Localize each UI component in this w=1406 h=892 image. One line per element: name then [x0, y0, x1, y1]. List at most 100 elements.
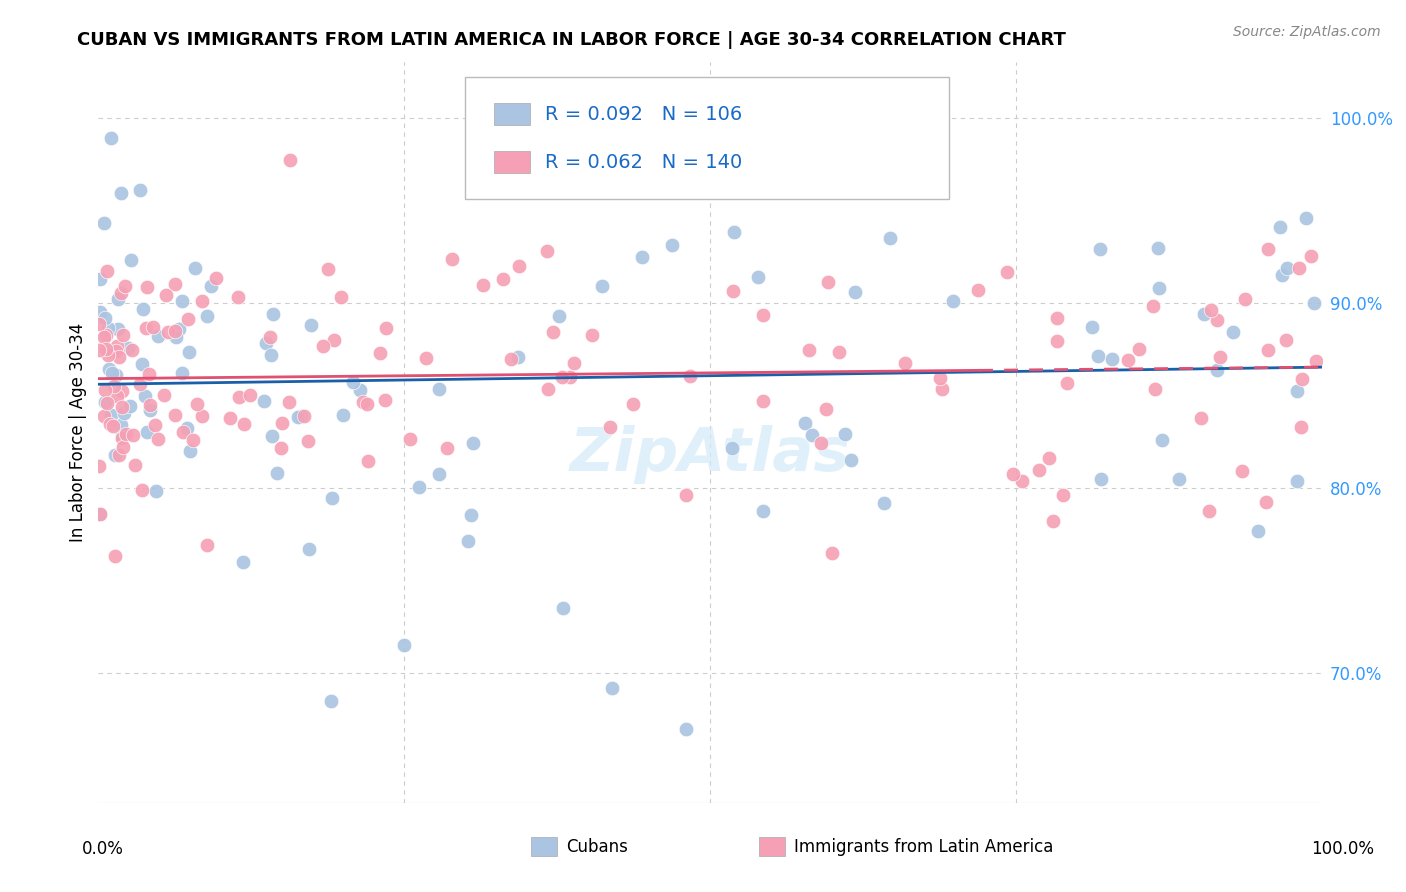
Point [132, 302, 155, 317]
Point [260, 348, 283, 362]
Bar [494, 103, 530, 126]
Point [110, 417, 132, 432]
Point [146, 432, 169, 446]
Point [1194, 307, 1216, 321]
Point [98, 344, 121, 359]
Point [873, 495, 896, 509]
Point [1275, 261, 1298, 276]
Point [262, 429, 284, 443]
Point [547, 309, 569, 323]
Point [1201, 302, 1223, 317]
Point [558, 369, 581, 384]
Point [176, 312, 198, 326]
Point [111, 401, 134, 415]
Point [747, 269, 769, 284]
Point [176, 421, 198, 435]
Point [928, 371, 950, 385]
Point [844, 285, 866, 300]
Text: 0.0%: 0.0% [82, 840, 124, 858]
Point [299, 318, 322, 333]
Point [536, 244, 558, 258]
Point [828, 345, 851, 359]
Point [1147, 281, 1170, 295]
Point [1189, 410, 1212, 425]
Point [131, 483, 153, 498]
Point [166, 330, 188, 344]
Point [1038, 451, 1060, 466]
Point [124, 458, 146, 472]
Text: R = 0.092   N = 106: R = 0.092 N = 106 [546, 104, 742, 124]
Point [129, 183, 152, 197]
Text: R = 0.062   N = 140: R = 0.062 N = 140 [546, 153, 742, 172]
Point [721, 284, 744, 298]
Point [349, 383, 371, 397]
Point [146, 329, 169, 343]
Point [111, 328, 134, 343]
Point [129, 376, 152, 391]
Point [96, 396, 118, 410]
Point [591, 279, 613, 293]
Point [508, 259, 530, 273]
Point [1087, 349, 1109, 363]
Point [183, 260, 205, 275]
Point [399, 432, 422, 446]
Point [112, 440, 135, 454]
Point [839, 453, 862, 467]
Point [1222, 325, 1244, 339]
Point [1246, 524, 1268, 538]
Point [471, 277, 494, 292]
Point [155, 288, 177, 302]
Point [98, 417, 121, 432]
Point [797, 343, 820, 358]
Point [228, 290, 250, 304]
Point [89, 343, 111, 357]
Text: Immigrants from Latin America: Immigrants from Latin America [794, 838, 1053, 855]
Point [89, 507, 111, 521]
Point [93, 409, 115, 424]
Point [751, 504, 773, 518]
Point [1150, 433, 1173, 447]
Point [1090, 242, 1112, 256]
Point [1234, 292, 1257, 306]
Point [89, 507, 111, 521]
Point [131, 358, 153, 372]
Point [136, 425, 159, 440]
Point [1142, 299, 1164, 313]
Point [675, 487, 697, 501]
Point [368, 345, 391, 359]
Point [894, 356, 917, 370]
Point [105, 344, 128, 359]
Point [100, 366, 122, 380]
Point [1286, 384, 1309, 398]
Point [107, 449, 129, 463]
Point [105, 389, 128, 403]
Point [1046, 310, 1069, 325]
Point [323, 333, 346, 347]
Point [1305, 354, 1327, 368]
Point [122, 428, 145, 442]
Point [1090, 472, 1112, 486]
Text: Source: ZipAtlas.com: Source: ZipAtlas.com [1233, 25, 1381, 39]
Point [107, 339, 129, 353]
Point [1198, 504, 1220, 518]
Point [297, 434, 319, 449]
Point [1081, 320, 1104, 334]
Point [200, 279, 222, 293]
Point [110, 286, 132, 301]
Point [1128, 342, 1150, 356]
Point [1206, 363, 1229, 377]
Point [179, 444, 201, 458]
Point [312, 339, 335, 353]
Text: ZipAtlas: ZipAtlas [569, 425, 851, 484]
Point [93, 330, 115, 344]
Point [107, 322, 129, 336]
Point [499, 352, 522, 367]
Point [259, 329, 281, 343]
Point [342, 375, 364, 389]
Point [121, 343, 143, 357]
Point [1144, 382, 1167, 396]
Point [457, 534, 479, 549]
Point [408, 480, 430, 494]
Point [316, 262, 339, 277]
Point [1288, 260, 1310, 275]
